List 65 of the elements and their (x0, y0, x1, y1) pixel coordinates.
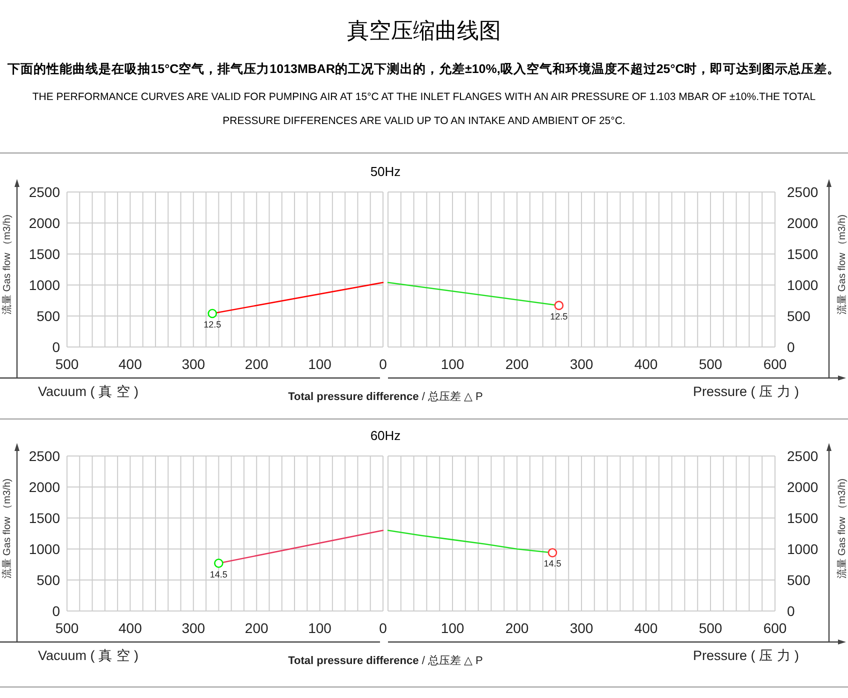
y-tick-label: 1500 (28, 510, 60, 526)
text: Total pressure difference / 总压差 △ P (288, 654, 483, 667)
x-axis-title: Pressure ( 压 力 ) (693, 384, 800, 399)
y-tick-label: 1000 (28, 277, 60, 293)
y-tick-label: 2000 (787, 215, 818, 231)
chart-title: 60Hz (370, 428, 401, 443)
y-axis-title: 流量 Gas flow （m3/h) (836, 214, 848, 315)
x-tick-label: 100 (308, 356, 332, 372)
y-tick-label: 500 (36, 308, 60, 324)
x-tick-label: 300 (182, 356, 206, 372)
x-tick-label: 400 (118, 356, 142, 372)
text: Total pressure difference / 总压差 △ P (288, 390, 483, 403)
x-tick-label: 100 (440, 620, 464, 636)
y-tick-label: 2000 (28, 215, 60, 231)
y-tick-label: 1500 (787, 246, 818, 262)
x-axis-title: Vacuum ( 真 空 ) (38, 648, 139, 663)
y-axis-title: 流量 Gas flow （m3/h) (836, 478, 848, 579)
y-tick-label: 1000 (787, 541, 818, 557)
y-tick-label: 0 (52, 339, 60, 355)
x-tick-label: 0 (379, 620, 388, 636)
x-tick-label: 500 (698, 356, 722, 372)
annotation: 12.5 (204, 320, 222, 330)
text: 真空压缩曲线图 (347, 18, 501, 43)
y-tick-label: 2000 (787, 479, 818, 495)
y-tick-label: 2500 (787, 448, 818, 464)
chart-title: 50Hz (370, 164, 401, 179)
y-tick-label: 2000 (28, 479, 60, 495)
y-tick-label: 0 (787, 339, 795, 355)
y-tick-label: 2500 (28, 184, 60, 200)
x-axis-title: Pressure ( 压 力 ) (693, 648, 800, 663)
y-tick-label: 0 (52, 603, 60, 619)
x-tick-label: 400 (118, 620, 142, 636)
x-tick-label: 300 (182, 620, 206, 636)
x-tick-label: 400 (634, 356, 658, 372)
x-tick-label: 0 (379, 356, 388, 372)
y-axis-title: 流量 Gas flow （m3/h) (1, 214, 13, 315)
x-tick-label: 600 (763, 356, 787, 372)
x-tick-label: 200 (244, 356, 268, 372)
annotation: 14.5 (544, 558, 562, 569)
annotation: 14.5 (210, 569, 228, 580)
y-tick-label: 500 (36, 572, 60, 588)
x-tick-label: 100 (308, 620, 332, 636)
y-tick-label: 1500 (787, 510, 818, 526)
x-tick-label: 300 (570, 620, 594, 636)
x-tick-label: 200 (244, 620, 268, 636)
y-tick-label: 1000 (787, 277, 818, 293)
annotation: 12.5 (550, 311, 568, 322)
x-tick-label: 200 (505, 620, 529, 636)
x-tick-label: 100 (440, 356, 464, 372)
y-tick-label: 0 (787, 603, 795, 619)
y-tick-label: 2500 (28, 448, 60, 464)
text: 下面的性能曲线是在吸抽15°C空气，排气压力1013MBAR的工况下测出的，允差±10%,吸入空气和环境温度不超过25°C时，即可达到图示总压差。 (6, 61, 840, 76)
y-tick-label: 1500 (28, 246, 60, 262)
x-tick-label: 400 (634, 620, 658, 636)
text: THE PERFORMANCE CURVES ARE VALID FOR PUMPING AIR AT 15°C AT THE INLET FLANGES WITH AN AIR PRESSURE OF 1.103 MBAR OF ±10%.THE TOTAL PRESSURE DIFFERENCES ARE VALID UP TO AN INTAKE AND AMBIENT OF 25°C. (32, 91, 816, 127)
y-axis-title: 流量 Gas flow （m3/h) (1, 478, 13, 579)
x-tick-label: 500 (698, 620, 722, 636)
x-tick-label: 200 (505, 356, 529, 372)
y-tick-label: 2500 (787, 184, 818, 200)
x-tick-label: 600 (763, 620, 787, 636)
y-tick-label: 500 (787, 572, 811, 588)
x-tick-label: 300 (570, 356, 594, 372)
y-tick-label: 1000 (28, 541, 60, 557)
y-tick-label: 500 (787, 308, 811, 324)
x-axis-title: Vacuum ( 真 空 ) (38, 384, 139, 399)
